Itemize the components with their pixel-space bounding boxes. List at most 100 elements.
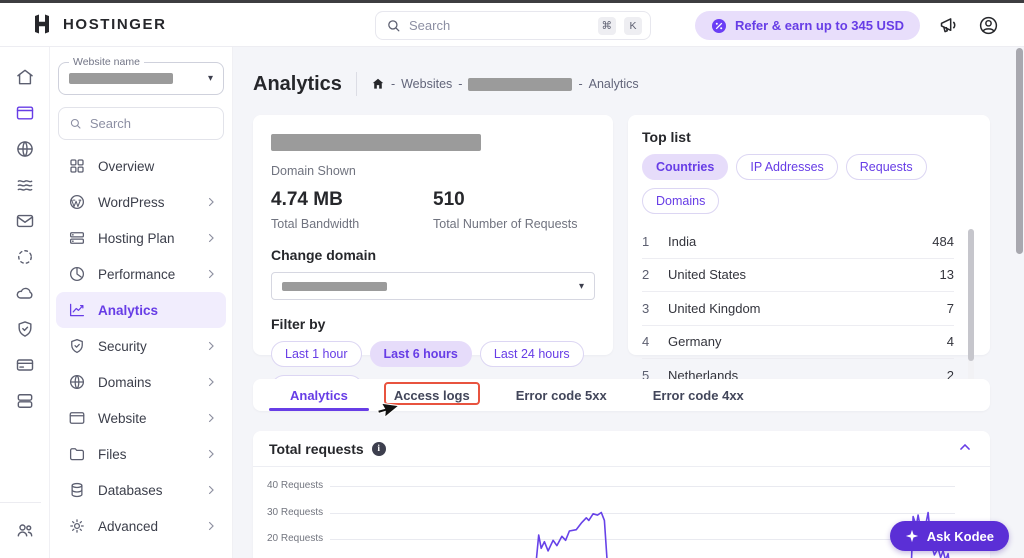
stats-row: 4.74 MB Total Bandwidth 510 Total Number… bbox=[271, 189, 595, 231]
y-axis-label: 40 Requests bbox=[267, 480, 324, 491]
sidebar-menu-item[interactable]: Overview bbox=[56, 148, 226, 184]
section-tab[interactable]: Analytics bbox=[267, 379, 371, 411]
rail-item[interactable] bbox=[15, 391, 35, 411]
requests-line-svg bbox=[535, 511, 950, 558]
top-list-tab[interactable]: Requests bbox=[845, 154, 927, 180]
list-scrollbar-thumb[interactable] bbox=[968, 229, 974, 361]
profile-icon bbox=[979, 16, 997, 35]
rail-item[interactable] bbox=[15, 283, 35, 303]
website-select[interactable]: Website name ▾ bbox=[58, 56, 224, 95]
top-list-tab[interactable]: Countries bbox=[642, 154, 729, 180]
sidebar-menu-item[interactable]: Website bbox=[56, 400, 226, 436]
row-country: Germany bbox=[668, 334, 722, 350]
topbar-actions: Refer & earn up to 345 USD bbox=[694, 11, 1000, 40]
time-filter-pill[interactable]: Last 1 hour bbox=[271, 341, 362, 367]
time-filter-pill[interactable]: Last 6 hours bbox=[369, 341, 472, 367]
chevron-right-icon bbox=[204, 519, 218, 533]
sidebar-menu-item[interactable]: Analytics bbox=[56, 292, 226, 328]
hostinger-logo[interactable]: HOSTINGER bbox=[30, 12, 167, 36]
caret-down-icon: ▾ bbox=[207, 73, 213, 84]
top-list-tab[interactable]: Domains bbox=[642, 188, 720, 214]
top-list-tab[interactable]: IP Addresses bbox=[736, 154, 838, 180]
section-tab[interactable]: Error code 5xx bbox=[493, 379, 630, 411]
breadcrumb-analytics: Analytics bbox=[588, 77, 639, 91]
home-icon[interactable] bbox=[371, 77, 385, 91]
rail-items bbox=[0, 47, 49, 427]
y-axis-label: 20 Requests bbox=[267, 533, 324, 544]
sidebar-menu-item[interactable]: Files bbox=[56, 436, 226, 472]
search-icon bbox=[388, 20, 400, 32]
rail-item[interactable] bbox=[15, 175, 35, 195]
breadcrumb-separator: - bbox=[578, 77, 583, 91]
filter-by-label: Filter by bbox=[271, 316, 326, 332]
sidebar-menu-item[interactable]: Domains bbox=[56, 364, 226, 400]
global-search[interactable]: ⌘ K bbox=[375, 11, 651, 40]
rail-item[interactable] bbox=[15, 103, 35, 123]
top-list-card: Top list Countries IP Addresses Requests… bbox=[628, 115, 990, 393]
shield-icon bbox=[15, 319, 35, 339]
sidebar-search-input[interactable] bbox=[89, 116, 213, 131]
stats-card: Domain Shown 4.74 MB Total Bandwidth 510… bbox=[253, 115, 613, 401]
brand-name: HOSTINGER bbox=[63, 15, 167, 33]
sidebar-menu-item[interactable]: Performance bbox=[56, 256, 226, 292]
announcements-button[interactable] bbox=[936, 14, 960, 38]
chart-body: 40 Requests 30 Requests 20 Requests bbox=[253, 467, 990, 558]
rail-item[interactable] bbox=[15, 67, 35, 87]
redacted-website-name bbox=[69, 73, 173, 84]
gear-icon bbox=[68, 517, 86, 535]
chevron-right-icon bbox=[204, 447, 218, 461]
sidebar-menu-item[interactable]: Databases bbox=[56, 472, 226, 508]
discount-badge-icon bbox=[711, 18, 726, 33]
sidebar-menu-item[interactable]: Advanced bbox=[56, 508, 226, 544]
ask-kodee-button[interactable]: Ask Kodee bbox=[889, 521, 1009, 551]
row-rank: 1 bbox=[642, 233, 650, 249]
y-axis-label: 30 Requests bbox=[267, 506, 324, 518]
collapse-button[interactable] bbox=[956, 440, 974, 458]
sidebar-menu-item[interactable]: Hosting Plan bbox=[56, 220, 226, 256]
stat-label: Total Number of Requests bbox=[433, 217, 578, 231]
page-scrollbar-thumb[interactable] bbox=[1016, 48, 1023, 254]
section-tab[interactable]: Error code 4xx bbox=[630, 379, 767, 411]
chevron-right-icon bbox=[204, 411, 218, 425]
rail-item[interactable] bbox=[15, 247, 35, 267]
database-icon bbox=[68, 481, 86, 499]
grid-line bbox=[330, 486, 955, 487]
top-list-tabs: Countries IP Addresses Requests Domains bbox=[642, 154, 974, 214]
section-tab[interactable]: Access logs bbox=[371, 379, 493, 419]
grid-line bbox=[330, 539, 955, 540]
menu-item-label: Domains bbox=[98, 374, 152, 390]
rail-item[interactable] bbox=[15, 355, 35, 375]
sidebar-menu-item[interactable]: WordPress bbox=[56, 184, 226, 220]
time-filter-pill[interactable]: Last 24 hours bbox=[479, 341, 584, 367]
rail-item[interactable] bbox=[15, 139, 35, 159]
breadcrumb-websites[interactable]: Websites bbox=[401, 77, 453, 91]
chevron-right-icon bbox=[204, 195, 218, 209]
info-icon[interactable]: i bbox=[371, 441, 386, 456]
refer-earn-button[interactable]: Refer & earn up to 345 USD bbox=[694, 11, 920, 40]
chevron-right-icon bbox=[204, 231, 218, 245]
time-filters: Last 1 hour Last 6 hours Last 24 hours L… bbox=[271, 341, 595, 401]
account-button[interactable] bbox=[976, 14, 1000, 38]
section-tabs: Analytics Access logs Error code 5xx bbox=[253, 379, 990, 419]
chart-header: Total requests i bbox=[253, 431, 990, 467]
row-rank: 3 bbox=[642, 300, 650, 316]
top-list: 1 India 484 2 United States 13 bbox=[642, 225, 974, 393]
gauge-icon bbox=[68, 265, 86, 283]
redacted-domain bbox=[271, 134, 481, 151]
grid-icon bbox=[68, 157, 86, 175]
rail-item[interactable] bbox=[15, 319, 35, 339]
page-title: Analytics bbox=[253, 72, 342, 95]
table-row: 1 India 484 bbox=[642, 225, 954, 259]
rail-item[interactable] bbox=[15, 211, 35, 231]
chevron-up-icon bbox=[960, 443, 970, 450]
sidebar-search[interactable] bbox=[58, 107, 224, 140]
global-search-input[interactable] bbox=[409, 18, 590, 33]
menu-item-label: Security bbox=[98, 338, 147, 354]
row-count: 2 bbox=[946, 367, 954, 383]
row-count: 4 bbox=[946, 334, 954, 350]
page-scrollbar bbox=[1016, 48, 1023, 558]
rail-item-referrals[interactable] bbox=[15, 520, 35, 540]
sidebar-menu-item[interactable]: Security bbox=[56, 328, 226, 364]
change-domain-select[interactable]: ▾ bbox=[271, 272, 595, 300]
breadcrumb-separator: - bbox=[458, 77, 463, 91]
